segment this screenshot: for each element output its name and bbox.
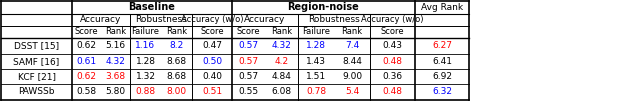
Text: 0.48: 0.48 (383, 57, 403, 66)
Text: 8.68: 8.68 (166, 57, 187, 66)
Text: 8.44: 8.44 (342, 57, 362, 66)
Text: 1.43: 1.43 (306, 57, 326, 66)
Text: Score: Score (200, 28, 224, 37)
Text: 6.41: 6.41 (432, 57, 452, 66)
Text: 0.51: 0.51 (202, 88, 222, 96)
Text: 9.00: 9.00 (342, 72, 362, 81)
Text: 4.2: 4.2 (275, 57, 289, 66)
Text: Score: Score (237, 28, 260, 37)
Text: Robustness: Robustness (308, 16, 360, 24)
Text: PAWSSb: PAWSSb (19, 88, 55, 96)
Text: Failure: Failure (302, 28, 330, 37)
Text: Score: Score (381, 28, 404, 37)
Text: Failure: Failure (131, 28, 159, 37)
Text: 6.27: 6.27 (432, 42, 452, 50)
Text: 0.61: 0.61 (76, 57, 97, 66)
Text: Region-noise: Region-noise (287, 3, 360, 13)
Text: 0.55: 0.55 (239, 88, 259, 96)
Text: Accuracy (w/o): Accuracy (w/o) (180, 16, 243, 24)
Text: 7.4: 7.4 (345, 42, 359, 50)
Text: Score: Score (75, 28, 99, 37)
Text: 0.62: 0.62 (77, 72, 97, 81)
Text: Rank: Rank (105, 28, 126, 37)
Text: 0.78: 0.78 (306, 88, 326, 96)
Text: Robustness: Robustness (135, 16, 187, 24)
Text: 0.43: 0.43 (383, 42, 403, 50)
Text: 0.40: 0.40 (202, 72, 222, 81)
Text: 1.28: 1.28 (136, 57, 156, 66)
Text: Accuracy (w/o): Accuracy (w/o) (361, 16, 424, 24)
Text: Baseline: Baseline (129, 3, 175, 13)
Text: 1.51: 1.51 (306, 72, 326, 81)
Text: 4.32: 4.32 (271, 42, 291, 50)
Text: 0.50: 0.50 (202, 57, 222, 66)
Text: 1.32: 1.32 (136, 72, 156, 81)
Text: 1.28: 1.28 (306, 42, 326, 50)
Text: 8.68: 8.68 (166, 72, 187, 81)
Text: 3.68: 3.68 (106, 72, 125, 81)
Text: Accuracy: Accuracy (80, 16, 122, 24)
Text: 1.16: 1.16 (136, 42, 156, 50)
Text: 0.57: 0.57 (239, 42, 259, 50)
Text: 6.92: 6.92 (432, 72, 452, 81)
Text: Rank: Rank (341, 28, 363, 37)
Text: Rank: Rank (271, 28, 292, 37)
Text: 5.16: 5.16 (106, 42, 125, 50)
Text: 0.57: 0.57 (239, 72, 259, 81)
Text: 5.4: 5.4 (345, 88, 359, 96)
Text: 8.2: 8.2 (170, 42, 184, 50)
Text: 8.00: 8.00 (166, 88, 187, 96)
Text: 0.58: 0.58 (76, 88, 97, 96)
Text: 6.32: 6.32 (432, 88, 452, 96)
Text: 5.80: 5.80 (106, 88, 125, 96)
Text: 0.48: 0.48 (383, 88, 403, 96)
Text: 0.47: 0.47 (202, 42, 222, 50)
Text: Rank: Rank (166, 28, 187, 37)
Text: SAMF [16]: SAMF [16] (13, 57, 60, 66)
Text: DSST [15]: DSST [15] (14, 42, 59, 50)
Text: Avg Rank: Avg Rank (421, 3, 463, 12)
Text: 4.84: 4.84 (271, 72, 291, 81)
Text: KCF [21]: KCF [21] (17, 72, 56, 81)
Text: Accuracy: Accuracy (244, 16, 285, 24)
Text: 6.08: 6.08 (271, 88, 292, 96)
Text: 0.57: 0.57 (239, 57, 259, 66)
Bar (1, 1, 469, 100)
Text: 0.62: 0.62 (77, 42, 97, 50)
Text: 4.32: 4.32 (106, 57, 125, 66)
Text: 0.88: 0.88 (136, 88, 156, 96)
Text: 0.36: 0.36 (383, 72, 403, 81)
